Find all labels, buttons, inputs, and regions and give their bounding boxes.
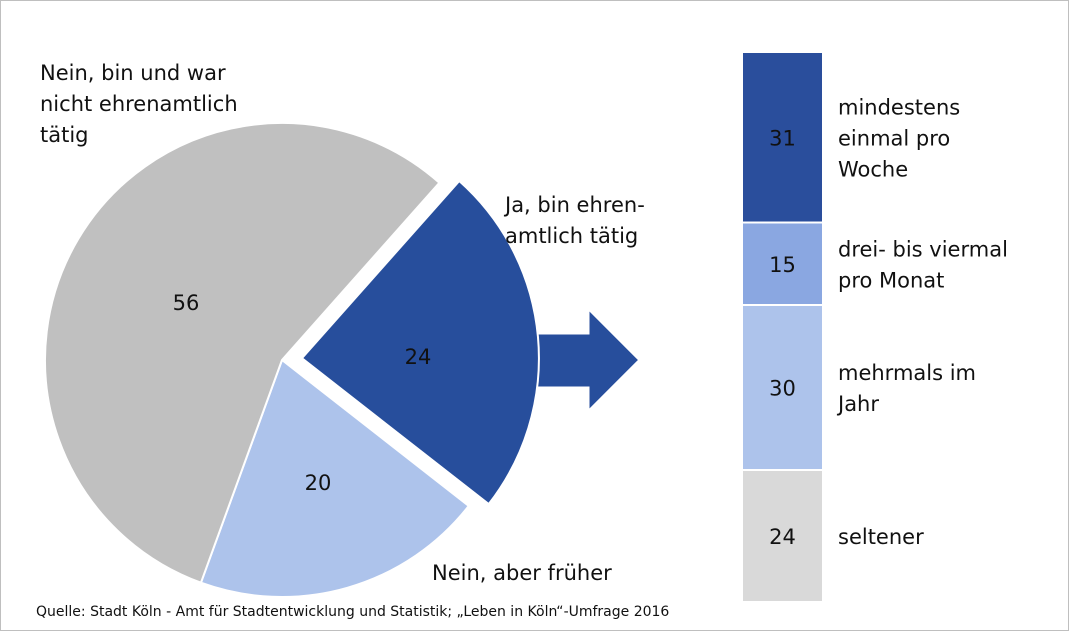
slice-value: 20 <box>305 471 332 495</box>
bar-segment <box>741 304 824 471</box>
segment-label: mehrmals im Jahr <box>836 361 976 416</box>
segment-label: mindestens einmal pro Woche <box>838 95 960 181</box>
segment-value: 15 <box>769 253 796 277</box>
segment-value: 24 <box>769 525 796 549</box>
pie-slice <box>300 179 540 506</box>
slice-label: Nein, bin und war nicht ehrenamtlich tätig <box>40 61 238 147</box>
source-note: Quelle: Stadt Köln - Amt für Stadtentwic… <box>36 604 669 620</box>
bar-segment <box>741 469 824 603</box>
slice-value: 56 <box>173 291 200 315</box>
segment-label: drei- bis viermal pro Monat <box>838 237 1008 292</box>
pie-slice <box>199 358 471 598</box>
segment-value: 30 <box>769 377 796 401</box>
slice-label: Nein, aber früher <box>432 561 612 585</box>
slice-value: 24 <box>405 345 432 369</box>
segment-label: seltener <box>838 525 924 549</box>
segment-value: 31 <box>769 126 796 150</box>
bar-segment <box>741 51 824 224</box>
pie-slice <box>44 122 441 584</box>
slice-label: Ja, bin ehren-amtlich tätig <box>503 193 645 248</box>
bar-segment <box>741 221 824 306</box>
